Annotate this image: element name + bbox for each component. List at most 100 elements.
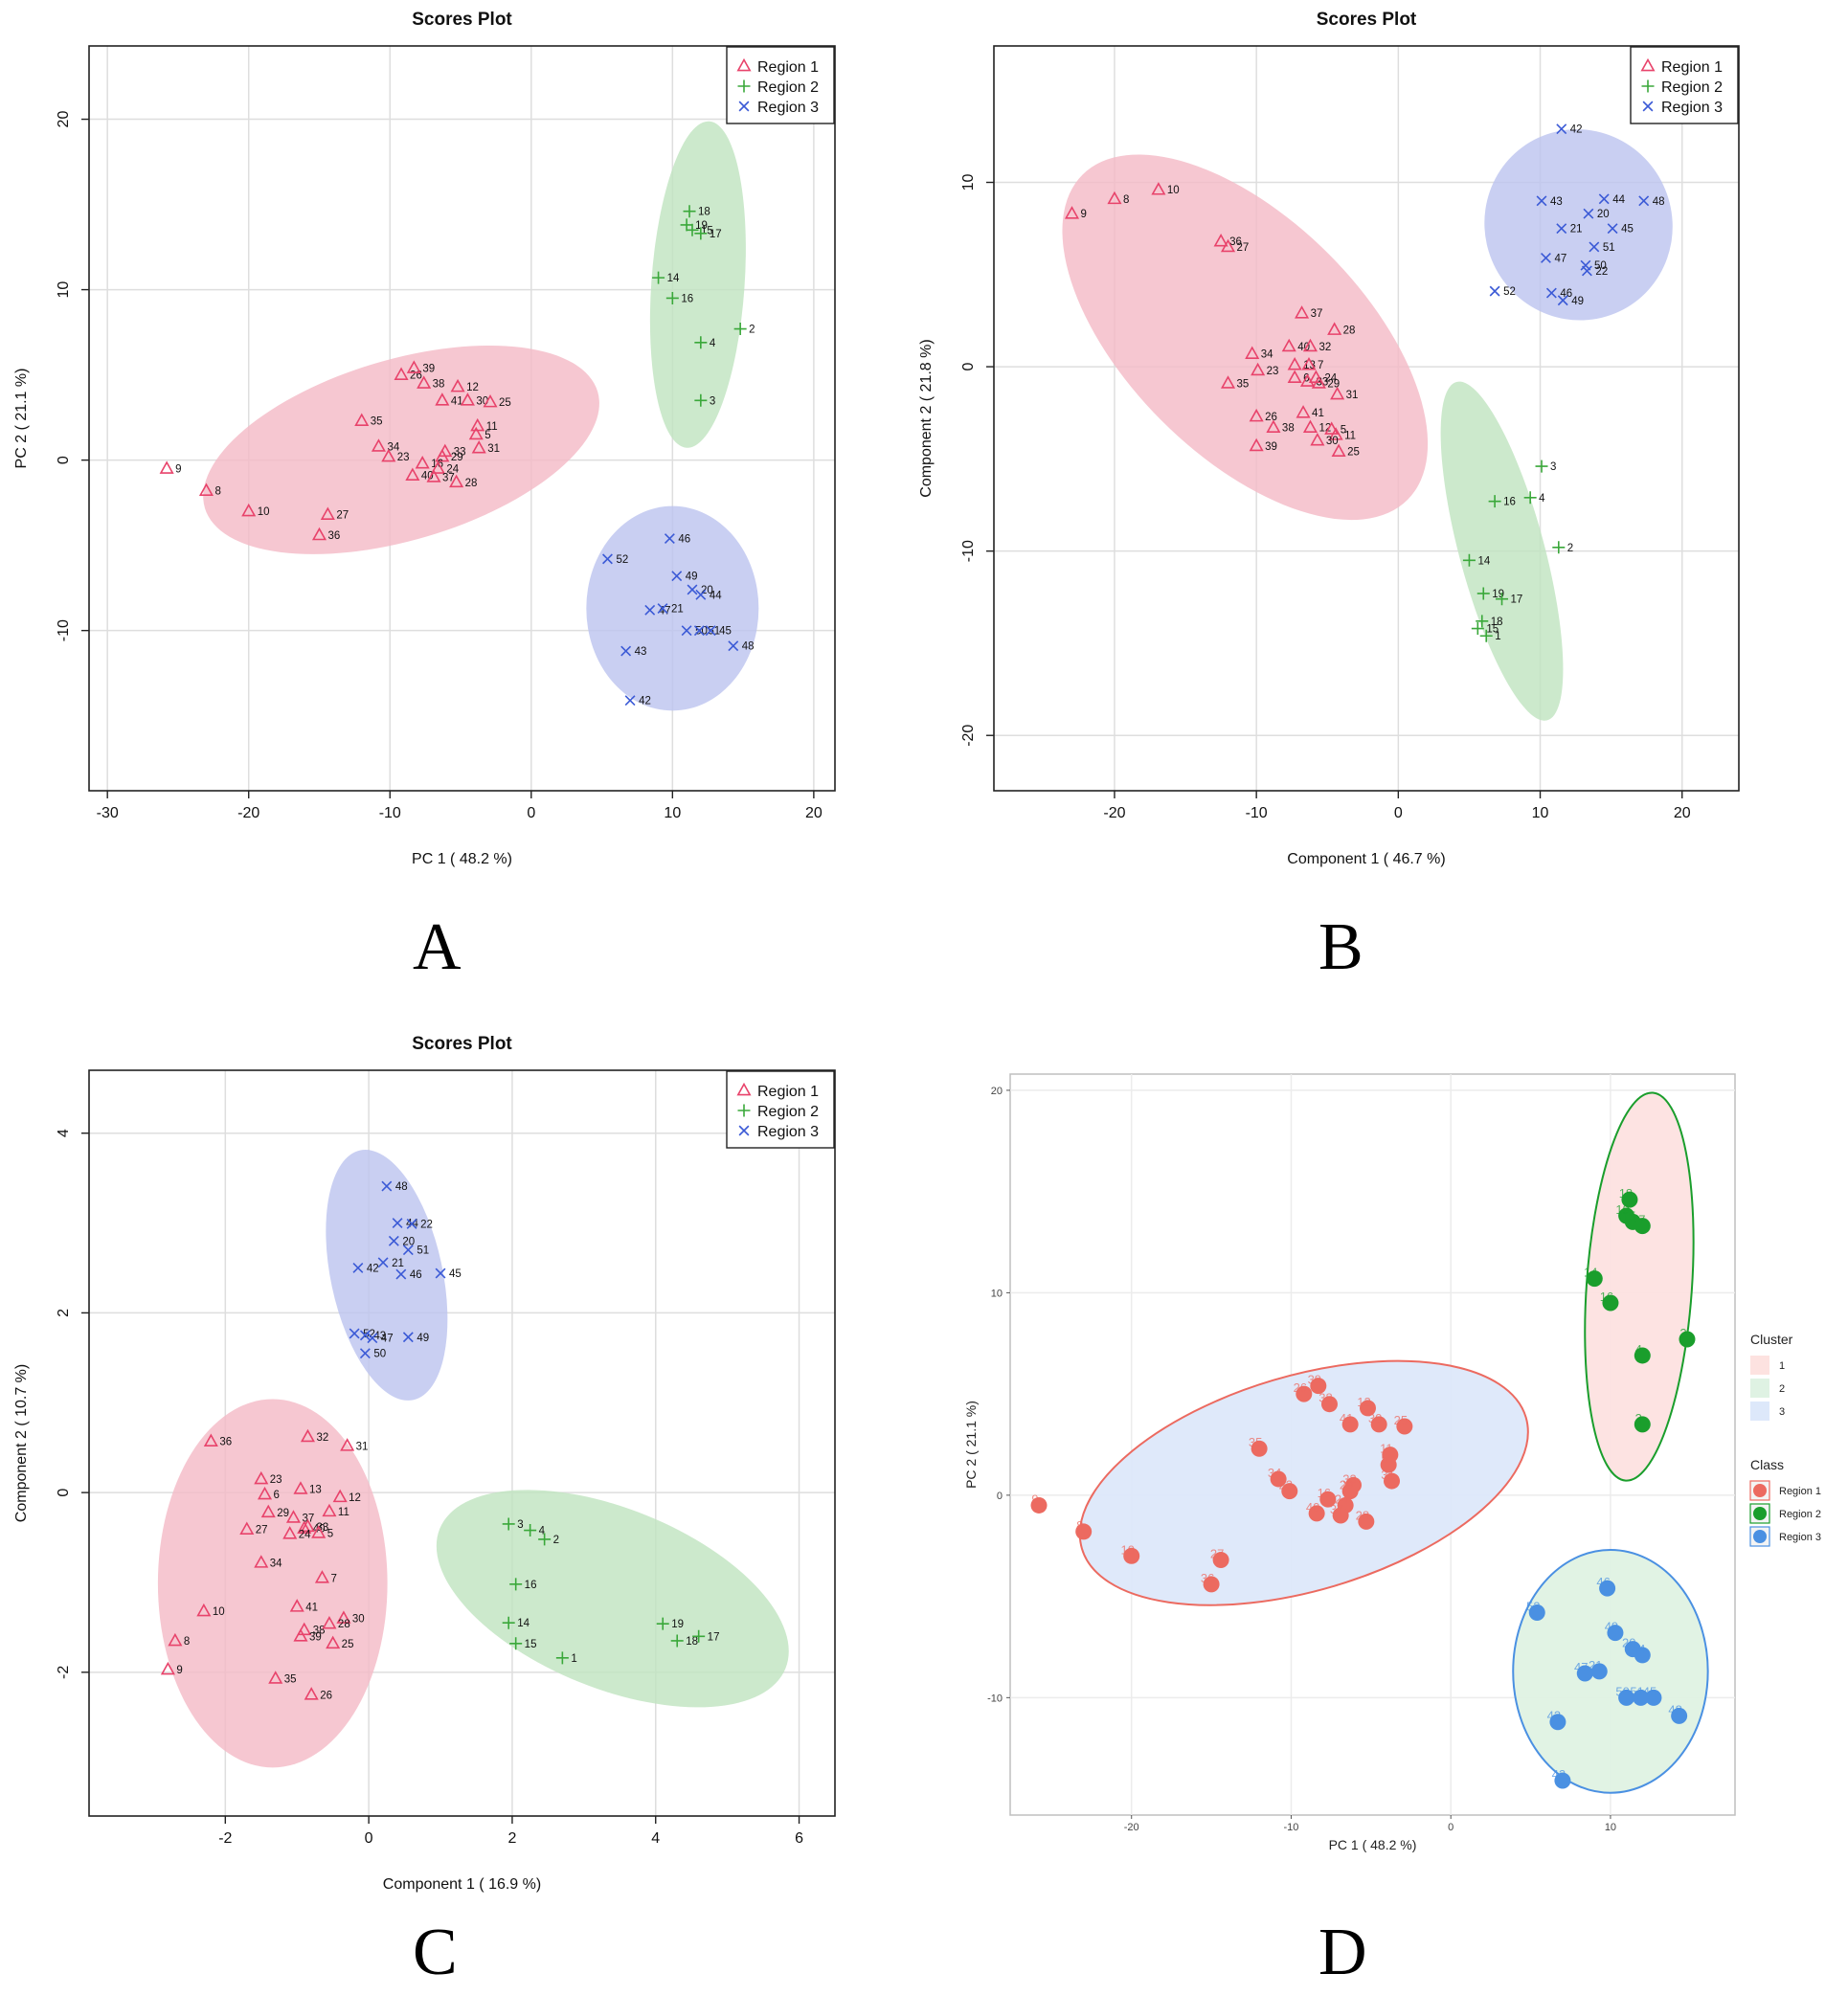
legend-label: Region 3	[757, 1124, 819, 1140]
point-label: 24	[446, 464, 459, 476]
point-label: 42	[1570, 124, 1583, 136]
point-label: 51	[1630, 1684, 1643, 1698]
point-label: 38	[433, 379, 445, 391]
point-label: 35	[1249, 1435, 1262, 1449]
x-tick-label: -2	[218, 1830, 232, 1847]
data-point-region-3	[1634, 1647, 1651, 1664]
data-point-region-1	[450, 378, 465, 392]
data-point-region-2	[1621, 1191, 1638, 1208]
point-label: 15	[525, 1639, 537, 1650]
data-point-region-1	[239, 1521, 255, 1535]
data-point-region-2	[1496, 593, 1509, 606]
data-point-region-3	[664, 533, 675, 544]
axes-b: -20 -10 0 10 20 -20 -10 0 10	[960, 174, 1691, 821]
point-label: 28	[1356, 1508, 1369, 1522]
data-point-region-3	[687, 584, 698, 595]
confidence-ellipse-region-2	[649, 121, 746, 448]
point-label: 3	[710, 395, 715, 407]
point-label: 51	[417, 1245, 429, 1257]
data-point-region-3	[1549, 1714, 1566, 1731]
point-label: 19	[671, 1619, 684, 1630]
point-label: 13	[309, 1484, 322, 1495]
data-point-region-2	[1634, 1416, 1651, 1433]
point-label: 29	[277, 1508, 289, 1519]
data-point-region-1	[468, 426, 484, 440]
point-label: 6	[274, 1490, 280, 1501]
data-point-region-1	[1302, 419, 1318, 433]
point-label: 33	[316, 1522, 328, 1534]
point-label: 34	[387, 441, 399, 453]
point-label: 37	[442, 472, 455, 483]
point-label: 16	[1503, 497, 1516, 508]
data-point-region-1	[1299, 373, 1316, 387]
point-label: 44	[710, 590, 722, 601]
point-label: 31	[1346, 390, 1359, 401]
data-point-region-2	[1476, 615, 1489, 628]
data-point-region-1	[322, 1616, 337, 1629]
data-point-region-1	[415, 456, 430, 469]
point-label: 42	[367, 1263, 379, 1274]
point-label: 16	[1600, 1290, 1613, 1304]
legend-marker-region-1	[736, 1082, 752, 1096]
point-label: 46	[410, 1269, 422, 1281]
data-point-region-3	[1541, 253, 1551, 263]
legend-marker-region-2	[737, 1104, 751, 1117]
point-label: 49	[1605, 1620, 1618, 1634]
point-label: 4	[710, 338, 716, 349]
x-tick-label: -30	[97, 805, 119, 821]
point-label: 4	[539, 1526, 546, 1537]
legend-label: Region 2	[757, 79, 819, 96]
legend-marker-region-1	[736, 57, 752, 72]
data-point-region-3	[435, 1267, 446, 1279]
point-label: 39	[309, 1631, 322, 1643]
data-point-region-3	[1545, 287, 1557, 299]
point-label: 5	[1382, 1451, 1388, 1466]
data-point-region-3	[620, 645, 632, 657]
data-point-region-1	[435, 392, 450, 406]
point-label: 5	[327, 1528, 333, 1539]
point-label: 2	[749, 325, 755, 336]
x-tick-label: 4	[651, 1830, 660, 1847]
point-label: 38	[313, 1626, 326, 1637]
plot-frame-a	[88, 45, 836, 792]
y-tick-label: -2	[56, 1666, 72, 1679]
data-point-region-1	[168, 1632, 183, 1647]
point-label: 50	[1594, 260, 1607, 272]
data-point-region-1	[1075, 1523, 1093, 1540]
point-label: 39	[1265, 441, 1277, 453]
point-label: 48	[1653, 196, 1665, 208]
point-label: 16	[681, 293, 693, 304]
data-point-region-2	[652, 271, 665, 284]
chart-title-b: Scores Plot	[1317, 10, 1417, 30]
point-label: 7	[1318, 360, 1323, 371]
point-label: 17	[1632, 1213, 1645, 1227]
point-label: 27	[1210, 1547, 1224, 1561]
data-point-region-2	[692, 1629, 706, 1643]
data-point-region-1	[449, 474, 464, 488]
legend-marker-region-3	[738, 1125, 750, 1136]
data-point-region-3	[1583, 208, 1594, 219]
y-tick-label: 10	[991, 1288, 1003, 1299]
point-label: 18	[1491, 617, 1503, 628]
point-label: 32	[316, 1432, 328, 1444]
x-tick-label: -10	[1284, 1822, 1299, 1833]
x-axis-label-a: PC 1 ( 48.2 %)	[412, 851, 512, 867]
data-point-region-1	[340, 1438, 355, 1451]
point-label: 49	[1571, 296, 1584, 307]
data-point-region-1	[1296, 405, 1311, 418]
axes-a: -30 -20 -10 0 10 20 -10 0 10 20	[56, 111, 823, 821]
data-point-region-1	[311, 527, 327, 541]
point-label: 15	[1486, 624, 1499, 636]
legend-label: Region 2	[1661, 79, 1723, 96]
data-point-region-1	[297, 1622, 312, 1636]
data-point-region-1	[293, 1628, 308, 1642]
data-point-region-2	[509, 1637, 523, 1650]
data-point-region-3	[349, 1328, 360, 1339]
legend-class-label: Region 3	[1779, 1532, 1821, 1543]
data-point-region-1	[460, 392, 475, 406]
data-point-region-3	[402, 1332, 414, 1343]
legend-class-marker	[1753, 1484, 1767, 1497]
point-label: 11	[1344, 430, 1356, 441]
data-point-region-3	[377, 1257, 389, 1268]
point-label: 10	[258, 506, 270, 518]
